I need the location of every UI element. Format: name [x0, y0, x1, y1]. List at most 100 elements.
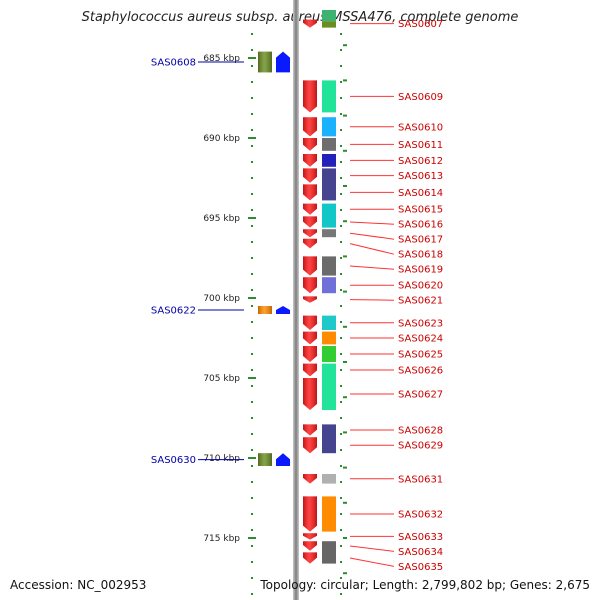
cog-box — [322, 203, 336, 228]
strand-guide-dash — [343, 149, 347, 152]
scale-minor-tick — [251, 593, 253, 595]
strand-guide-dash — [343, 361, 347, 363]
gene-label-sas0628[interactable]: SAS0628 — [398, 426, 443, 437]
strand-guide-dash — [343, 572, 347, 575]
strand-guide-dot — [340, 65, 342, 67]
scale-minor-tick — [251, 561, 253, 563]
label-leader — [349, 232, 395, 240]
cog-box — [322, 229, 336, 238]
gene-arrow-shade — [303, 184, 317, 201]
label-leader — [349, 221, 395, 225]
scale-minor-tick — [251, 513, 253, 515]
label-leader — [349, 557, 395, 567]
strand-guide-dot — [340, 465, 342, 467]
gene-label-sas0613[interactable]: SAS0613 — [398, 171, 443, 182]
scale-minor-tick — [251, 113, 253, 115]
strand-guide-dot — [340, 497, 342, 499]
gene-label-sas0626[interactable]: SAS0626 — [398, 366, 443, 377]
scale-minor-tick — [251, 385, 253, 387]
strand-guide-dash — [343, 396, 347, 399]
cog-box — [322, 168, 336, 201]
gene-arrow-shade — [303, 238, 317, 249]
gene-label-sas0633[interactable]: SAS0633 — [398, 532, 443, 543]
gene-label-sas0627[interactable]: SAS0627 — [398, 390, 443, 401]
gene-label-sas0619[interactable]: SAS0619 — [398, 265, 443, 276]
cog-box — [322, 21, 336, 28]
strand-guide-dot — [340, 225, 342, 227]
gene-arrow-shade — [303, 552, 317, 564]
gene-label-sas0634[interactable]: SAS0634 — [398, 547, 443, 558]
scale-minor-tick — [251, 65, 253, 67]
gene-label-sas0614[interactable]: SAS0614 — [398, 188, 443, 199]
gene-arrow-shade — [303, 363, 317, 377]
gene-label-sas0631[interactable]: SAS0631 — [398, 474, 443, 485]
strand-guide-dot — [340, 209, 342, 211]
gene-label-sas0609[interactable]: SAS0609 — [398, 92, 443, 103]
cog-box-shade — [258, 453, 272, 466]
gene-arrow-shade — [303, 315, 317, 330]
gene-label-sas0618[interactable]: SAS0618 — [398, 250, 443, 261]
scale-minor-tick — [251, 577, 253, 579]
gene-label-sas0612[interactable]: SAS0612 — [398, 156, 443, 167]
gene-label-sas0635[interactable]: SAS0635 — [398, 562, 443, 573]
scale-tick-label: 695 kbp — [203, 214, 240, 224]
strand-guide-dot — [340, 545, 342, 547]
gene-arrow-shade — [303, 80, 317, 113]
cog-box — [322, 138, 336, 151]
gene-arrow-sas0622 — [276, 306, 290, 314]
strand-guide-dot — [340, 337, 342, 339]
scale-minor-tick — [251, 449, 253, 451]
scale-minor-tick — [251, 273, 253, 275]
gene-label-sas0629[interactable]: SAS0629 — [398, 441, 443, 452]
scale-minor-tick — [251, 545, 253, 547]
strand-guide-dot — [340, 273, 342, 275]
cog-box — [322, 331, 336, 345]
gene-arrow-shade — [303, 277, 317, 294]
cog-box — [322, 80, 336, 113]
gene-arrow-sas0630 — [276, 453, 290, 466]
strand-guide-dot — [340, 81, 342, 83]
strand-guide-dot — [340, 417, 342, 419]
scale-ruler: 685 kbp 690 kbp 695 kbp 700 kbp 705 kbp 710 k… — [203, 33, 347, 595]
cog-box-shade — [258, 306, 272, 314]
gene-arrow-shade — [303, 378, 317, 410]
gene-label-sas0607[interactable]: SAS0607 — [398, 19, 443, 30]
gene-label-sas0616[interactable]: SAS0616 — [398, 220, 443, 231]
strand-guide-dot — [340, 401, 342, 403]
strand-guide-dot — [340, 193, 342, 195]
strand-guide-dot — [340, 385, 342, 387]
gene-label-sas0632[interactable]: SAS0632 — [398, 510, 443, 521]
gene-label-sas0610[interactable]: SAS0610 — [398, 122, 443, 133]
scale-tick-label: 710 kbp — [203, 454, 240, 464]
gene-label-sas0615[interactable]: SAS0615 — [398, 205, 443, 216]
gene-track — [258, 10, 336, 564]
scale-minor-tick — [251, 257, 253, 259]
scale-minor-tick — [251, 353, 253, 355]
gene-label-sas0622[interactable]: SAS0622 — [151, 306, 196, 317]
gene-label-sas0625[interactable]: SAS0625 — [398, 350, 443, 361]
strand-guide-dash — [343, 431, 347, 434]
strand-guide-dash — [343, 44, 347, 47]
strand-guide-dot — [340, 481, 342, 483]
cog-box — [322, 315, 336, 330]
gene-arrow-shade — [303, 437, 317, 454]
scale-minor-tick — [251, 193, 253, 195]
gene-label-sas0630[interactable]: SAS0630 — [151, 455, 196, 466]
label-leader — [349, 545, 395, 552]
gene-label-sas0620[interactable]: SAS0620 — [398, 281, 443, 292]
strand-guide-dot — [340, 561, 342, 563]
scale-major-tick — [248, 137, 256, 139]
scale-minor-tick — [251, 289, 253, 291]
scale-minor-tick — [251, 177, 253, 179]
gene-label-sas0623[interactable]: SAS0623 — [398, 318, 443, 329]
gene-label-sas0621[interactable]: SAS0621 — [398, 296, 443, 307]
strand-guide-dot — [340, 257, 342, 259]
gene-label-sas0617[interactable]: SAS0617 — [398, 235, 443, 246]
gene-label-sas0624[interactable]: SAS0624 — [398, 334, 443, 345]
gene-label-sas0608[interactable]: SAS0608 — [151, 58, 196, 69]
gene-label-sas0611[interactable]: SAS0611 — [398, 140, 443, 151]
strand-guide-dot — [340, 369, 342, 371]
strand-guide-dot — [340, 161, 342, 163]
strand-guide-dash — [343, 255, 347, 258]
scale-major-tick — [248, 377, 256, 379]
